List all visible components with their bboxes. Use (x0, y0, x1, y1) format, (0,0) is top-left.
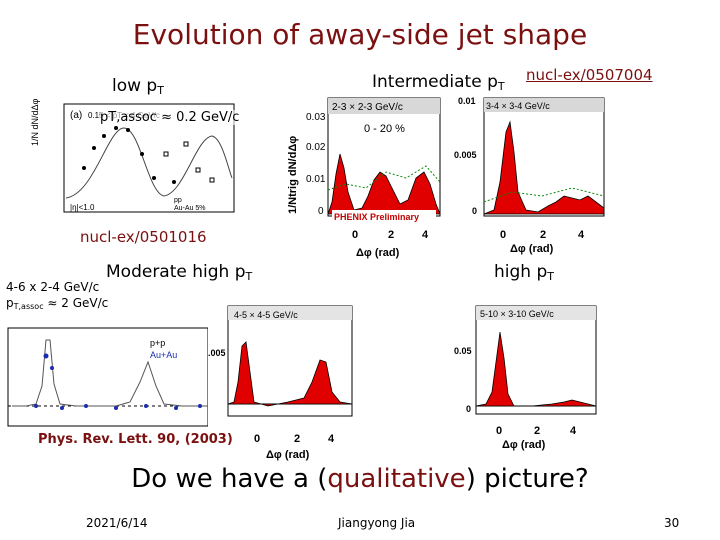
int1-ytick-2: 0.01 (306, 174, 326, 185)
footer-author: Jiangyong Jia (338, 516, 416, 530)
high-plot-2: 5-10 × 3-10 GeV/c 0.05 0 0 2 4 Δφ (rad) (452, 302, 602, 454)
low-eta-cut: |η|<1.0 (70, 203, 95, 212)
int2-ytick-2: 0 (472, 206, 477, 216)
ref-intermediate-link[interactable]: nucl-ex/0507004 (526, 66, 653, 84)
int1-centrality: 0 - 20 % (364, 123, 405, 135)
low-assoc-cut: pT,assoc ≈ 0.2 GeV/c (100, 110, 240, 125)
moderate-legend-pp: p+p (150, 338, 165, 348)
low-legend-pp: pp (174, 197, 182, 204)
ref-low-link[interactable]: nucl-ex/0501016 (80, 228, 207, 246)
moderate-legend-auau: Au+Au (150, 350, 177, 360)
ref-prl: Phys. Rev. Lett. 90, (2003) (38, 432, 233, 447)
int2-xtick-2: 4 (578, 229, 585, 241)
int1-preliminary: PHENIX Preliminary (334, 212, 419, 222)
int1-bin: 2-3 × 2-3 GeV/c (332, 102, 403, 113)
int1-ytick-3: 0 (318, 206, 324, 217)
int1-ytick-1: 0.02 (306, 142, 326, 153)
intermediate-pt-label: Intermediate pT (372, 72, 505, 93)
high1-xtick-0: 0 (254, 433, 260, 445)
int2-bin: 3-4 × 3-4 GeV/c (486, 101, 550, 111)
high2-xtick-1: 2 (534, 425, 540, 437)
slide-title: Evolution of away-side jet shape (132, 18, 588, 51)
intermediate-plot-2: 0.01 0.005 0 3-4 × 3-4 GeV/c 0 2 4 Δφ (r… (452, 92, 612, 262)
high2-xlabel: Δφ (rad) (502, 439, 546, 451)
high2-xtick-0: 0 (496, 425, 502, 437)
int2-xtick-0: 0 (500, 229, 506, 241)
high2-xtick-2: 4 (570, 425, 577, 437)
high1-ytick: .005 (208, 348, 226, 358)
footer-date: 2021/6/14 (86, 516, 148, 530)
int1-ytick-0: 0.03 (306, 112, 326, 123)
footer-page-number: 30 (664, 516, 680, 530)
int1-xlabel: Δφ (rad) (356, 247, 400, 259)
high-pt-label: high pT (494, 262, 554, 283)
low-legend-auau: Au-Au 5% (174, 205, 206, 212)
moderate-assoc: pT,assoc ≈ 2 GeV/c (6, 296, 109, 311)
low-open-markers (163, 141, 215, 183)
low-markers (82, 126, 176, 184)
moderate-plot: p+p Au+Au (6, 326, 212, 430)
int2-ytick-1: 0.005 (454, 150, 477, 160)
int2-ytick-0: 0.01 (458, 96, 476, 106)
high1-bin: 4-5 × 4-5 GeV/c (234, 310, 298, 320)
intermediate-plot-1: 1/Ntrig dN/dΔφ 0.03 0.02 0.01 0 2-3 × 2-… (276, 92, 444, 262)
int1-xtick-2: 4 (422, 229, 429, 241)
high-plot-1: 4-5 × 4-5 GeV/c .005 0 2 4 Δφ (rad) (208, 302, 358, 462)
slide-question: Do we have a (qualitative) picture? (131, 464, 589, 494)
moderate-auau-markers (34, 353, 202, 410)
int1-xtick-1: 2 (388, 229, 394, 241)
int2-xtick-1: 2 (540, 229, 546, 241)
high2-bin: 5-10 × 3-10 GeV/c (480, 309, 554, 319)
moderate-pt-label: Moderate high pT (106, 262, 253, 283)
int2-xlabel: Δφ (rad) (510, 243, 554, 255)
high1-xtick-1: 2 (294, 433, 300, 445)
low-panel-tag: (a) (70, 110, 82, 121)
high2-ytick-0: 0.05 (454, 346, 472, 356)
high2-ytick-1: 0 (466, 404, 471, 414)
int1-xtick-0: 0 (352, 229, 358, 241)
moderate-bins: 4-6 x 2-4 GeV/c (6, 280, 100, 294)
low-pt-label: low pT (112, 76, 164, 97)
high1-xtick-2: 4 (328, 433, 335, 445)
int1-ylabel: 1/Ntrig dN/dΔφ (287, 136, 299, 214)
low-ylabel: 1/N dN/dΔφ (30, 98, 40, 146)
high1-xlabel: Δφ (rad) (266, 449, 310, 461)
